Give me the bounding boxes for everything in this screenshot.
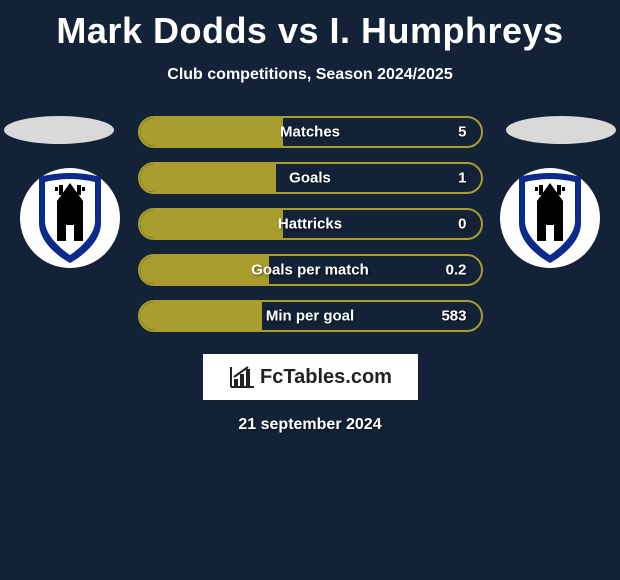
- comparison-content: Matches 5 Goals 1 Hattricks 0 Goals per …: [0, 116, 620, 434]
- page-subtitle: Club competitions, Season 2024/2025: [0, 66, 620, 84]
- brand-box: FcTables.com: [203, 354, 418, 400]
- left-club-badge: [20, 168, 120, 268]
- brand-text: FcTables.com: [260, 366, 392, 389]
- stat-label: Goals: [230, 170, 390, 187]
- right-club-badge: [500, 168, 600, 268]
- stat-label: Goals per match: [230, 262, 390, 279]
- stat-row-min-per-goal: Min per goal 583: [138, 300, 483, 332]
- stat-value: 5: [458, 124, 466, 141]
- haverfordwest-crest-icon: [513, 173, 587, 263]
- stat-row-hattricks: Hattricks 0: [138, 208, 483, 240]
- stat-label: Hattricks: [230, 216, 390, 233]
- stat-row-goals-per-match: Goals per match 0.2: [138, 254, 483, 286]
- stat-row-goals: Goals 1: [138, 162, 483, 194]
- stat-value: 583: [441, 308, 466, 325]
- haverfordwest-crest-icon: [33, 173, 107, 263]
- stat-row-matches: Matches 5: [138, 116, 483, 148]
- stat-value: 0.2: [446, 262, 467, 279]
- right-oval-decoration: [506, 116, 616, 144]
- date-label: 21 september 2024: [0, 416, 620, 434]
- left-oval-decoration: [4, 116, 114, 144]
- stat-label: Matches: [230, 124, 390, 141]
- stat-value: 1: [458, 170, 466, 187]
- bar-chart-icon: [228, 365, 256, 389]
- stat-value: 0: [458, 216, 466, 233]
- page-title: Mark Dodds vs I. Humphreys: [0, 0, 620, 52]
- stat-label: Min per goal: [230, 308, 390, 325]
- stats-list: Matches 5 Goals 1 Hattricks 0 Goals per …: [138, 116, 483, 332]
